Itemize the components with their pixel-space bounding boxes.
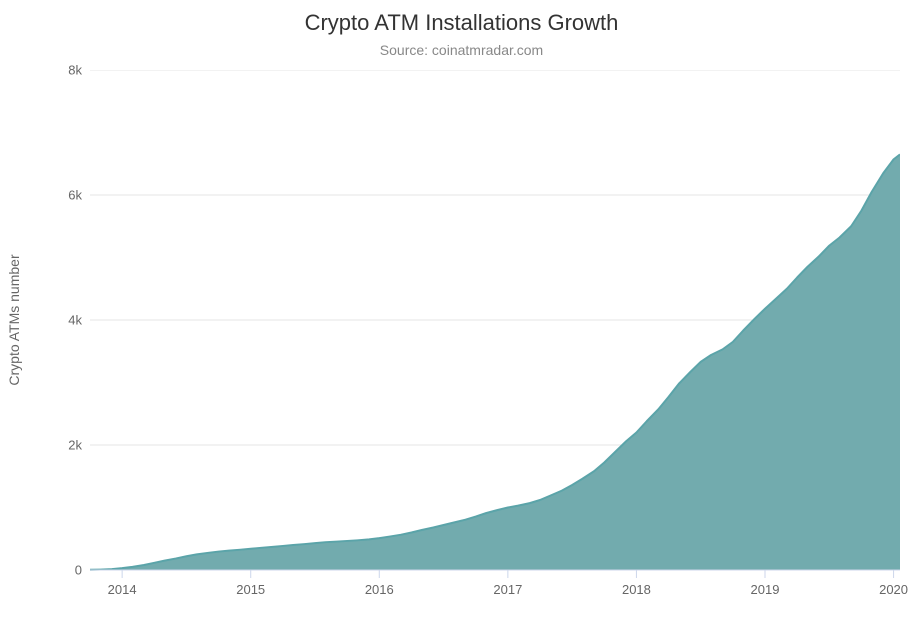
y-tick-label: 6k (42, 188, 82, 203)
area-fill (90, 154, 900, 570)
y-tick-label: 8k (42, 63, 82, 78)
x-tick-label: 2016 (365, 582, 394, 597)
y-tick-label: 0 (42, 563, 82, 578)
x-tick-label: 2015 (236, 582, 265, 597)
chart-container: Crypto ATM Installations Growth Source: … (0, 0, 923, 623)
x-tick-label: 2014 (108, 582, 137, 597)
chart-subtitle: Source: coinatmradar.com (0, 42, 923, 58)
x-tick-label: 2019 (751, 582, 780, 597)
y-tick-label: 2k (42, 438, 82, 453)
y-axis-label: Crypto ATMs number (6, 254, 22, 385)
plot-svg (90, 70, 900, 580)
x-tick-label: 2020 (879, 582, 908, 597)
x-tick-label: 2018 (622, 582, 651, 597)
x-tick-label: 2017 (493, 582, 522, 597)
chart-title: Crypto ATM Installations Growth (0, 10, 923, 36)
y-tick-label: 4k (42, 313, 82, 328)
